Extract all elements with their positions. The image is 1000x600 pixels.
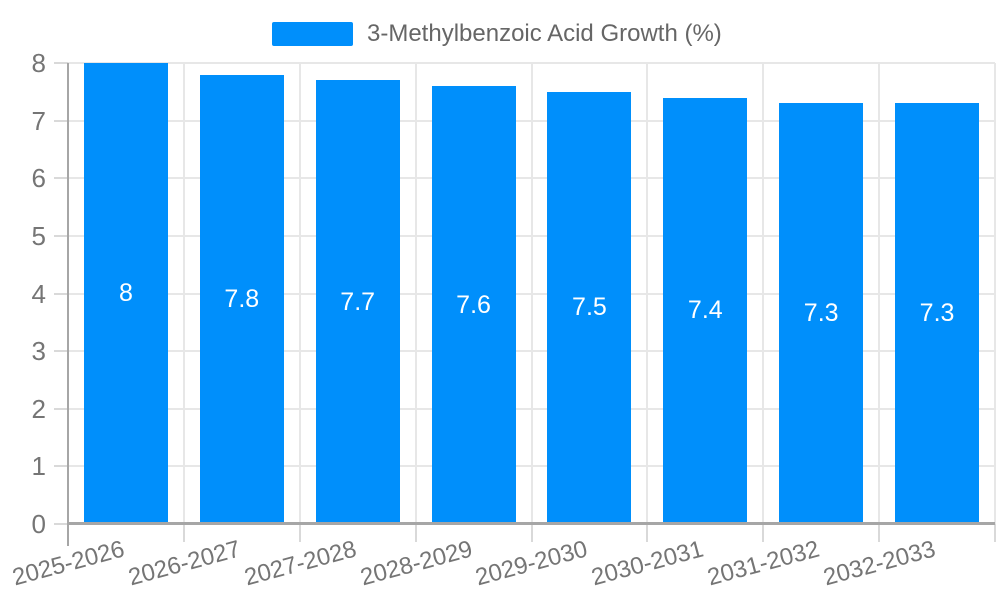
- bar-value-label: 7.7: [340, 287, 376, 316]
- gridline-vertical: [414, 63, 417, 524]
- legend-label: 3-Methylbenzoic Acid Growth (%): [367, 20, 722, 47]
- x-axis-line: [68, 522, 995, 525]
- x-axis-tick: [878, 524, 881, 542]
- x-axis-tick: [762, 524, 765, 542]
- bar-value-label: 7.6: [456, 290, 491, 319]
- gridline-vertical: [182, 63, 185, 524]
- y-axis-tick: [54, 177, 68, 180]
- y-axis-label: 0: [31, 509, 46, 539]
- bar-value-label: 7.3: [803, 299, 839, 328]
- bar-value-label: 7.8: [224, 284, 260, 313]
- bar-value-label: 8: [118, 279, 133, 307]
- y-axis-label: 4: [31, 278, 46, 309]
- bar-2028-2029[interactable]: 7.6: [431, 86, 516, 524]
- x-axis-tick: [298, 524, 301, 542]
- x-axis-tick: [994, 524, 996, 542]
- y-axis-tick: [54, 465, 68, 468]
- x-axis-tick: [530, 524, 533, 542]
- gridline-vertical: [298, 63, 301, 524]
- y-axis-label: 2: [31, 393, 46, 424]
- gridline-vertical: [530, 63, 533, 524]
- y-axis-label: 1: [31, 451, 46, 482]
- bar-value-label: 7.5: [572, 293, 607, 322]
- y-axis-tick: [54, 350, 68, 353]
- y-axis-label: 5: [31, 220, 46, 251]
- x-axis-tick: [414, 524, 417, 542]
- bar-2025-2026[interactable]: 8: [83, 63, 168, 524]
- y-axis-label: 6: [31, 163, 46, 194]
- gridline-vertical: [994, 63, 996, 524]
- y-axis-tick: [54, 119, 68, 122]
- y-axis-tick: [54, 62, 68, 64]
- y-axis-tick: [54, 407, 68, 410]
- y-axis-tick: [54, 234, 68, 237]
- bar-2030-2031[interactable]: 7.4: [663, 97, 748, 524]
- x-axis-tick: [182, 524, 185, 542]
- y-axis-line: [67, 63, 69, 546]
- y-axis-tick: [54, 523, 68, 525]
- gridline-vertical: [646, 63, 649, 524]
- legend-swatch: [272, 22, 353, 46]
- bar-value-label: 7.4: [687, 296, 723, 325]
- y-axis-label: 3: [31, 336, 46, 367]
- bar-2026-2027[interactable]: 7.8: [199, 74, 284, 524]
- chart-legend[interactable]: 3-Methylbenzoic Acid Growth (%): [272, 20, 722, 48]
- gridline-vertical: [762, 63, 765, 524]
- plot-area: 8 7.8 7.7 7.6 7.5 7.4 7.3 7.3: [68, 62, 996, 524]
- y-axis-tick: [54, 292, 68, 295]
- y-axis-label: 8: [31, 48, 46, 78]
- bar-2027-2028[interactable]: 7.7: [315, 80, 400, 524]
- bar-value-label: 7.3: [919, 299, 955, 328]
- bar-2031-2032[interactable]: 7.3: [779, 103, 864, 524]
- y-axis-label: 7: [31, 105, 46, 136]
- bar-2029-2030[interactable]: 7.5: [547, 91, 632, 524]
- bar-2032-2033[interactable]: 7.3: [895, 103, 980, 524]
- gridline-vertical: [878, 63, 881, 524]
- x-axis-tick: [646, 524, 649, 542]
